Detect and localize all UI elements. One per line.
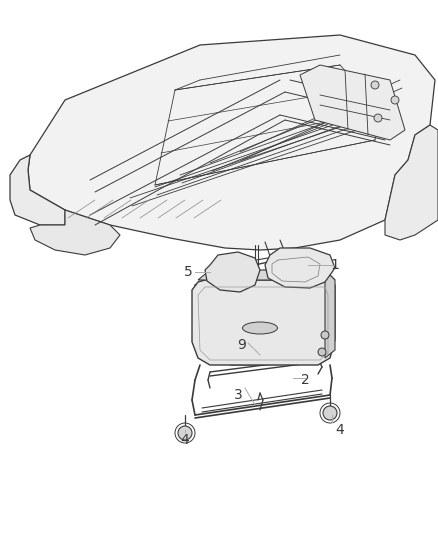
Polygon shape <box>195 278 333 365</box>
Polygon shape <box>10 155 65 225</box>
Circle shape <box>178 426 192 440</box>
Ellipse shape <box>243 322 278 334</box>
Circle shape <box>374 114 382 122</box>
Polygon shape <box>28 35 435 250</box>
Circle shape <box>318 348 326 356</box>
Text: 9: 9 <box>237 338 247 352</box>
Circle shape <box>371 81 379 89</box>
Text: 5: 5 <box>184 265 192 279</box>
Text: 4: 4 <box>336 423 344 437</box>
Polygon shape <box>300 65 405 140</box>
Text: 1: 1 <box>331 258 339 272</box>
Polygon shape <box>198 270 335 280</box>
Circle shape <box>321 331 329 339</box>
Polygon shape <box>265 248 335 288</box>
Circle shape <box>323 406 337 420</box>
Circle shape <box>391 96 399 104</box>
Text: 4: 4 <box>180 433 189 447</box>
Polygon shape <box>30 210 120 255</box>
Polygon shape <box>385 125 438 240</box>
Text: 2: 2 <box>300 373 309 387</box>
Polygon shape <box>192 280 335 365</box>
Text: 3: 3 <box>233 388 242 402</box>
Polygon shape <box>325 270 335 358</box>
Polygon shape <box>205 252 260 292</box>
